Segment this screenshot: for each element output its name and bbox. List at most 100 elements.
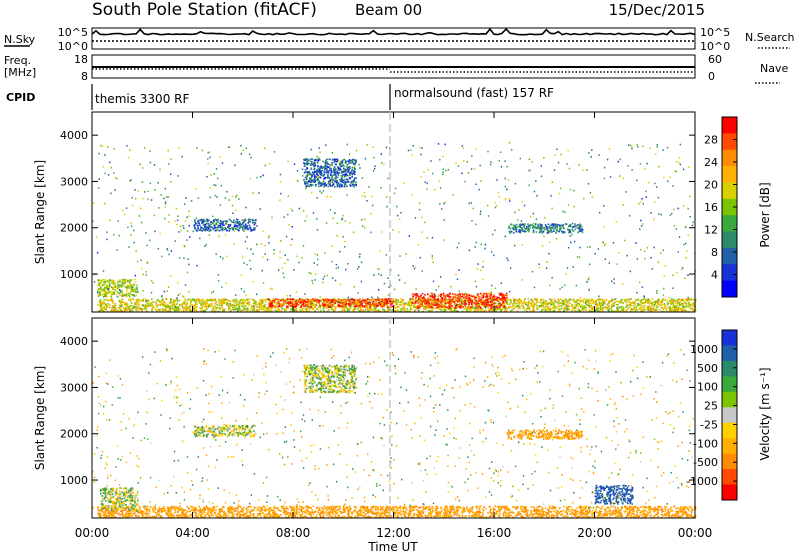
xtick-label: 08:00 <box>276 526 311 540</box>
colorbar-swatch <box>722 360 737 377</box>
freq-panel <box>91 54 696 79</box>
xtick-label: 00:00 <box>75 526 110 540</box>
colorbar-swatch <box>722 280 737 298</box>
colorbar-swatch <box>722 484 737 501</box>
nave-tick-top: 60 <box>708 53 722 66</box>
colorbar-swatch <box>722 438 737 455</box>
xtick-label: 00:00 <box>678 526 713 540</box>
colorbar-tick-label: -100 <box>693 437 718 450</box>
velocity-region-5 <box>594 484 634 505</box>
power-region-5 <box>193 218 257 232</box>
noise-panel <box>91 27 696 50</box>
velocity-scatter <box>92 348 695 510</box>
colorbar-swatch <box>722 215 737 233</box>
colorbar-tick-label: 28 <box>704 134 718 147</box>
nsky-series <box>91 27 696 36</box>
ytick-label: 3000 <box>60 175 88 188</box>
colorbar-tick-label: 12 <box>704 224 718 237</box>
colorbar-swatch <box>722 231 737 249</box>
ytick-label: 2000 <box>60 428 88 441</box>
colorbar-tick-label: -25 <box>700 418 718 431</box>
cpid-label: CPID <box>6 91 35 104</box>
colorbar-swatch <box>722 166 737 183</box>
velocity-region-4 <box>506 429 584 440</box>
colorbar-swatch <box>722 117 737 134</box>
freq-label: Freq. <box>4 54 31 67</box>
power-region-4 <box>303 158 357 188</box>
colorbar-swatch <box>722 469 737 486</box>
power-region-3 <box>97 278 139 298</box>
cpid-program-2: normalsound (fast) 157 RF <box>394 86 554 100</box>
power-region-6 <box>508 223 584 234</box>
colorbar-swatch <box>722 149 737 167</box>
colorbar-tick-label: 100 <box>697 381 718 394</box>
colorbar-tick-label: 25 <box>704 400 718 413</box>
xtick-label: 16:00 <box>477 526 512 540</box>
velocity-region-2 <box>303 364 358 394</box>
colorbar-swatch <box>722 453 737 470</box>
ytick-label: 4000 <box>60 335 88 348</box>
colorbar-swatch <box>722 133 737 151</box>
colorbar-tick-label: 8 <box>711 246 718 259</box>
velocity-ylabel: Slant Range [km] <box>33 366 47 470</box>
cpid-program-1: themis 3300 RF <box>95 92 189 106</box>
colorbar-swatch <box>722 182 737 200</box>
power-scatter <box>92 142 697 304</box>
colorbar-swatch <box>722 391 737 408</box>
colorbar-tick-label: 4 <box>711 269 718 282</box>
colorbar-tick-label: 24 <box>704 156 718 169</box>
ytick-label: 4000 <box>60 129 88 142</box>
date-label: 15/Dec/2015 <box>609 1 705 19</box>
nave-tick-bottom: 0 <box>708 70 715 83</box>
ytick-label: 2000 <box>60 222 88 235</box>
station-title: South Pole Station (fitACF) <box>92 0 317 20</box>
colorbar-tick-label: -1000 <box>686 475 718 488</box>
velocity-data <box>92 348 697 519</box>
velocity-panel <box>91 317 697 519</box>
power-region-0 <box>97 298 697 313</box>
xtick-label: 04:00 <box>175 526 210 540</box>
colorbar-swatch <box>722 330 737 346</box>
power-ylabel: Slant Range [km] <box>33 160 47 264</box>
power-region-2 <box>411 292 509 309</box>
colorbar-swatch <box>722 198 737 216</box>
nsky-label: N.Sky <box>4 33 36 46</box>
velocity-region-3 <box>192 424 257 438</box>
velocity-region-1 <box>99 487 139 512</box>
ytick-label: 1000 <box>60 474 88 487</box>
colorbar-tick-label: 16 <box>704 201 718 214</box>
nsearch-tick-top: 10^5 <box>700 26 730 39</box>
colorbar-swatch <box>722 345 737 362</box>
ytick-label: 1000 <box>60 268 88 281</box>
beam-label: Beam 00 <box>355 1 422 19</box>
ytick-label: 3000 <box>60 381 88 394</box>
colorbar-tick-label: 500 <box>697 362 718 375</box>
freq-tick-bottom: 8 <box>81 70 88 83</box>
axis-ticks: 4000 3000 2000 1000 4000 3000 2000 1000 00:00 04:… <box>60 112 712 540</box>
velocity-colorbar-label: Velocity [m s⁻¹] <box>758 367 772 460</box>
colorbar-swatch <box>722 376 737 393</box>
power-colorbar: 28 24 20 16 12 8 4 <box>704 116 738 298</box>
nsearch-tick-bottom: 10^0 <box>700 40 730 53</box>
velocity-region-0 <box>97 505 697 519</box>
nave-label: Nave <box>760 62 788 75</box>
power-region-1 <box>268 298 395 308</box>
power-panel <box>91 111 697 313</box>
velocity-colorbar: 1000 500 100 25 -25 -100 -500 -1000 <box>686 329 738 501</box>
colorbar-tick-label: 20 <box>704 179 718 192</box>
colorbar-tick-label: 1000 <box>690 343 718 356</box>
nsearch-label: N.Search <box>745 31 795 44</box>
colorbar-swatch <box>722 407 737 424</box>
power-colorbar-label: Power [dB] <box>758 182 772 247</box>
colorbar-swatch <box>722 247 737 265</box>
freq-tick-top: 18 <box>74 53 88 66</box>
colorbar-swatch <box>722 422 737 439</box>
power-data <box>92 142 697 313</box>
nsky-tick-top: 10^5 <box>58 26 88 39</box>
xtick-label: 12:00 <box>376 526 411 540</box>
xtick-label: 20:00 <box>577 526 612 540</box>
xaxis-label: Time UT <box>367 540 418 554</box>
colorbar-tick-label: -500 <box>693 456 718 469</box>
nsky-tick-bottom: 10^0 <box>58 40 88 53</box>
